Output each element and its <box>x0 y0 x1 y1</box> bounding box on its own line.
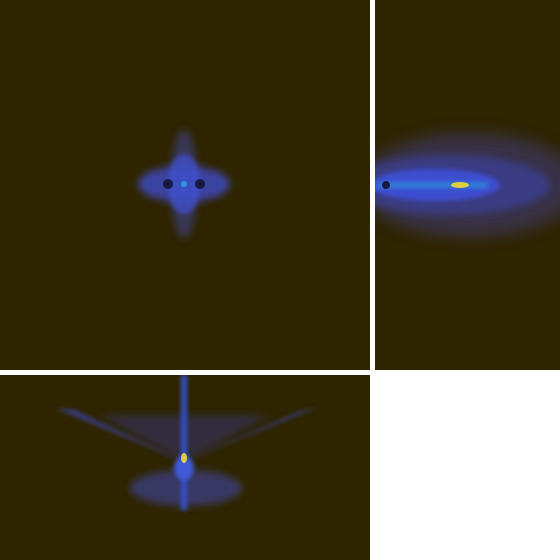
dark-spot <box>382 181 390 189</box>
peak-spot <box>451 182 469 188</box>
slice-panel-xy <box>0 0 370 370</box>
dark-spot <box>163 179 173 189</box>
right-fan <box>184 407 318 462</box>
dark-spot <box>195 179 205 189</box>
left-fan <box>55 408 184 462</box>
slice-panel-xz <box>375 0 560 370</box>
slice-panel-yz <box>0 375 370 560</box>
bright-line <box>378 182 488 188</box>
center-spot <box>181 181 187 187</box>
peak-glow <box>174 456 194 480</box>
vertical-line <box>181 375 187 510</box>
peak-spot <box>181 453 187 463</box>
